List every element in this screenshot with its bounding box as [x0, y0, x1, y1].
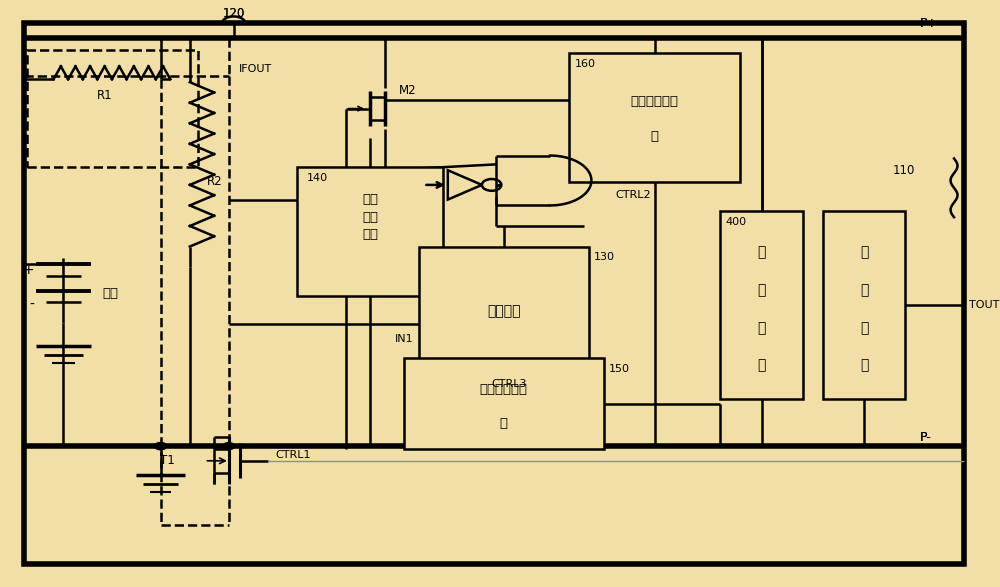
Text: 驱动单元: 驱动单元	[487, 304, 521, 318]
Text: 120: 120	[222, 7, 245, 20]
Text: 电池: 电池	[102, 287, 118, 300]
Text: 元: 元	[500, 417, 508, 430]
Text: P+: P+	[920, 17, 938, 30]
Text: 120: 120	[222, 7, 245, 20]
Text: 触: 触	[860, 245, 868, 259]
Bar	[297, 167, 443, 296]
Text: 保护: 保护	[362, 211, 378, 224]
Circle shape	[223, 443, 235, 450]
Text: 400: 400	[725, 217, 746, 227]
Bar	[419, 247, 589, 376]
Text: 140: 140	[307, 173, 328, 183]
Text: IN1: IN1	[395, 333, 414, 344]
Text: 电路: 电路	[362, 228, 378, 241]
Text: +: +	[22, 263, 34, 277]
Text: CTRL3: CTRL3	[492, 379, 527, 390]
Bar	[569, 53, 740, 182]
Bar	[27, 50, 198, 167]
Bar	[823, 211, 905, 399]
Text: 过放: 过放	[362, 193, 378, 206]
Text: 160: 160	[574, 59, 595, 69]
Text: P-: P-	[920, 431, 932, 444]
Text: CTRL1: CTRL1	[276, 450, 311, 460]
Text: P+: P+	[920, 17, 938, 30]
Text: CTRL2: CTRL2	[616, 190, 651, 200]
Text: 元: 元	[651, 130, 659, 143]
Text: T1: T1	[160, 454, 175, 467]
Text: M2: M2	[399, 85, 417, 97]
Text: 路: 路	[758, 358, 766, 372]
Text: 电: 电	[758, 321, 766, 335]
Text: R1: R1	[97, 89, 113, 102]
Text: 第二开关单元: 第二开关单元	[631, 96, 679, 109]
Text: 150: 150	[608, 364, 629, 374]
Circle shape	[155, 443, 166, 450]
Text: 电: 电	[860, 321, 868, 335]
Text: 载: 载	[758, 283, 766, 297]
Text: 路: 路	[860, 358, 868, 372]
Text: IFOUT: IFOUT	[239, 63, 272, 74]
Text: 第一开关单元: 第一开关单元	[480, 383, 528, 396]
Text: 发: 发	[860, 283, 868, 297]
Bar	[720, 211, 803, 399]
Text: 110: 110	[893, 164, 915, 177]
Text: P-: P-	[920, 431, 932, 444]
Bar	[404, 358, 604, 449]
Circle shape	[155, 443, 166, 450]
Text: -: -	[29, 298, 34, 312]
Text: TOUT: TOUT	[969, 300, 999, 311]
Text: 负: 负	[758, 245, 766, 259]
Text: R2: R2	[207, 176, 223, 188]
Text: 130: 130	[594, 252, 615, 262]
